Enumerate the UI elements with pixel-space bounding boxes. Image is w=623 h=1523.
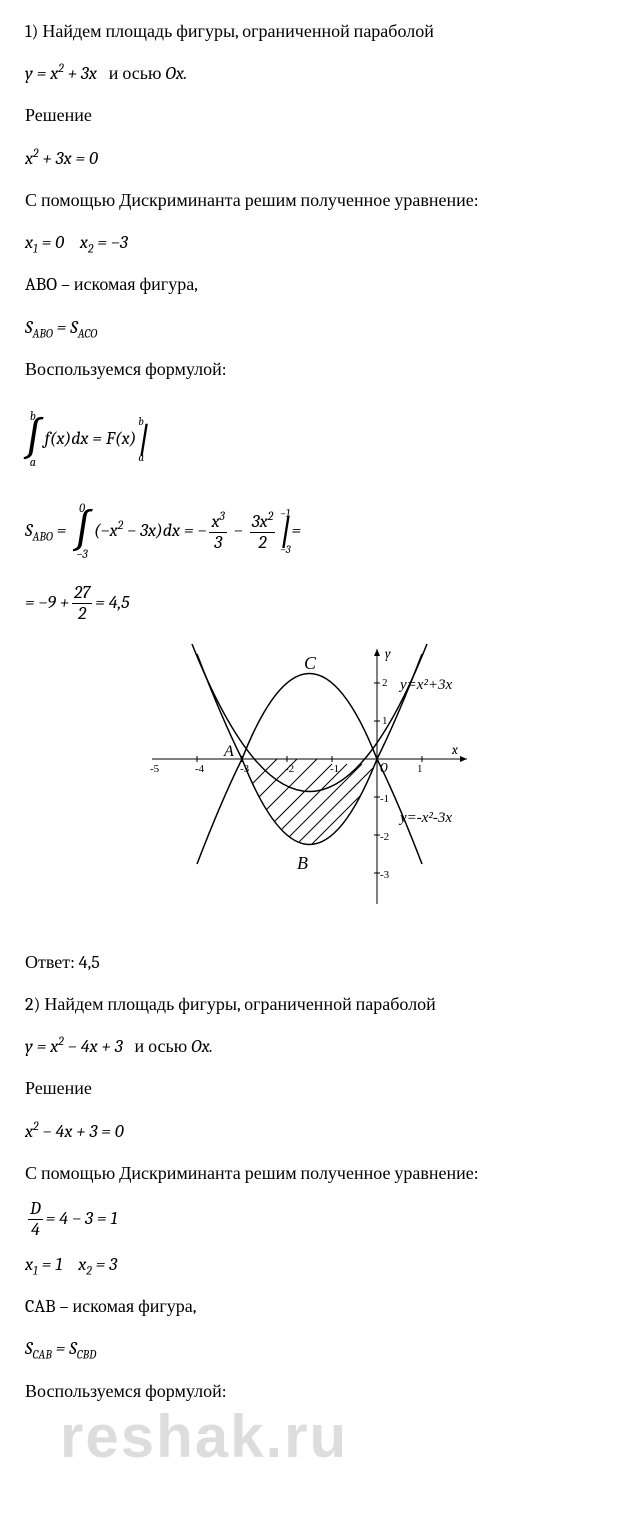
p2-disc: D 4 = 4 − 3 = 1 (25, 1199, 598, 1240)
frac1: x3 3 (209, 510, 226, 553)
p1-title: 1) Найдем площадь фигуры, ограниченной п… (25, 15, 598, 49)
int-lower: a (30, 456, 36, 468)
p1-integral-formula: b ∫ a f(x)dx = F(x) b | a (25, 399, 598, 479)
svg-text:1: 1 (417, 763, 423, 775)
int-body: f(x)dx = F(x) (45, 422, 137, 456)
eval-bar: b | a (138, 416, 149, 463)
svg-text:A: A (223, 743, 234, 760)
svg-text:O: O (380, 761, 388, 776)
p1-formula-label: Воспользуемся формулой: (25, 353, 598, 387)
p2-eq-main: y = x2 − 4x + 3 и осью Ox. (25, 1030, 598, 1064)
svg-text:2: 2 (382, 677, 388, 689)
p1-area-eq: SABO = SACO (25, 311, 598, 345)
p2-solution-label: Решение (25, 1072, 598, 1106)
p1-eq1: x2 + 3x = 0 (25, 142, 598, 176)
svg-text:-1: -1 (380, 793, 389, 805)
p2-roots: x1 = 1 x2 = 3 (25, 1248, 598, 1282)
p1-sabo-calc: SABO = 0 ∫ −3 (−x2 − 3x)dx = − x3 3 − 3x… (25, 491, 598, 571)
svg-text:-3: -3 (380, 869, 390, 881)
graph-svg: -5 -4 -3 -2 -1 1 2 1 -1 -2 -3 (142, 644, 482, 914)
svg-text:-4: -4 (195, 763, 205, 775)
eval-bar-2: −1 | −3 (280, 508, 291, 555)
p1-roots: x1 = 0 x2 = −3 (25, 226, 598, 260)
p2-figure-text: CAB – искомая фигура, (25, 1290, 598, 1324)
frac-disc: D 4 (28, 1199, 43, 1240)
p1-solution-label: Решение (25, 99, 598, 133)
svg-text:y=x²+3x: y=x²+3x (398, 677, 453, 693)
minus: − (230, 514, 247, 548)
int2-lower: −3 (76, 548, 87, 560)
p1-answer: Ответ: 4,5 (25, 946, 598, 980)
p1-method: С помощью Дискриминанта решим полученное… (25, 184, 598, 218)
p2-title: 2) Найдем площадь фигуры, ограниченной п… (25, 988, 598, 1022)
svg-text:x: x (451, 743, 458, 758)
p2-method: С помощью Дискриминанта решим полученное… (25, 1157, 598, 1191)
p1-eq-main: y = x2 + 3x и осью Ox. (25, 57, 598, 91)
integrand: (−x2 − 3x)dx = − (94, 514, 207, 548)
svg-text:y: y (385, 647, 391, 662)
p1-figure-text: ABO – искомая фигура, (25, 268, 598, 302)
p1-result: = −9 + 27 2 = 4,5 (25, 583, 598, 624)
svg-text:B: B (297, 853, 308, 873)
integral-sign: ∫ (74, 514, 90, 548)
equals: = (292, 514, 302, 548)
integral-sign: ∫ (25, 422, 41, 456)
p2-area-eq: SCAB = SCBD (25, 1332, 598, 1366)
svg-text:-2: -2 (380, 831, 389, 843)
p2-formula-label: Воспользуемся формулой: (25, 1375, 598, 1409)
frac3: 27 2 (72, 583, 92, 624)
sabo-prefix: SABO = (25, 514, 74, 548)
frac2: 3x2 2 (250, 510, 275, 553)
svg-text:C: C (304, 653, 317, 673)
p2-eq1: x2 − 4x + 3 = 0 (25, 1115, 598, 1149)
svg-text:1: 1 (382, 715, 388, 727)
svg-text:-5: -5 (150, 763, 160, 775)
p1-graph: -5 -4 -3 -2 -1 1 2 1 -1 -2 -3 (25, 644, 598, 926)
svg-text:y=-x²-3x: y=-x²-3x (398, 810, 452, 826)
